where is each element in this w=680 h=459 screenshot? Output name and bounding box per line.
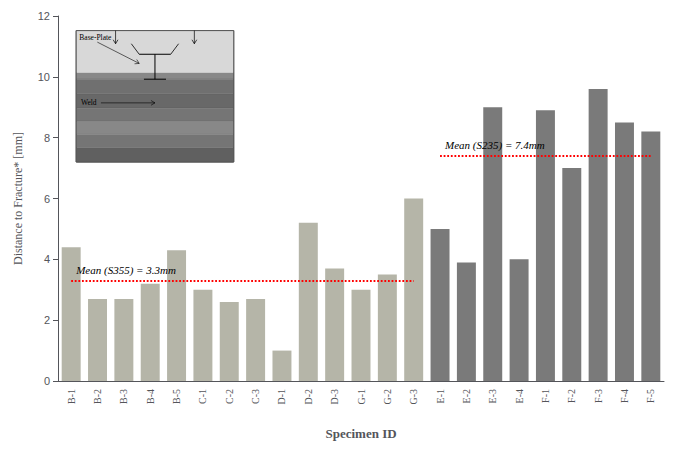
svg-text:D-2: D-2: [303, 389, 314, 405]
svg-text:E-4: E-4: [514, 389, 525, 403]
svg-text:6: 6: [44, 193, 50, 205]
svg-text:8: 8: [44, 132, 50, 144]
svg-text:Base-Plate: Base-Plate: [79, 33, 112, 42]
svg-text:2: 2: [44, 314, 50, 326]
svg-text:4: 4: [44, 253, 50, 265]
svg-text:C-3: C-3: [250, 389, 261, 404]
svg-text:B-4: B-4: [145, 389, 156, 404]
svg-text:12: 12: [38, 10, 50, 22]
svg-text:E-2: E-2: [461, 389, 472, 403]
svg-text:E-3: E-3: [487, 389, 498, 403]
svg-text:F-5: F-5: [645, 389, 656, 403]
svg-text:D-1: D-1: [276, 389, 287, 405]
svg-text:F-2: F-2: [566, 389, 577, 403]
svg-text:B-5: B-5: [171, 389, 182, 404]
svg-text:B-3: B-3: [118, 389, 129, 404]
svg-text:10: 10: [38, 71, 50, 83]
svg-text:G-2: G-2: [382, 389, 393, 405]
svg-text:Mean (S355) = 3.3mm: Mean (S355) = 3.3mm: [75, 264, 176, 277]
svg-text:B-2: B-2: [92, 389, 103, 404]
svg-text:Specimen ID: Specimen ID: [325, 426, 396, 441]
svg-text:C-2: C-2: [224, 389, 235, 404]
svg-text:Mean (S235) = 7.4mm: Mean (S235) = 7.4mm: [444, 139, 545, 152]
svg-text:F-4: F-4: [619, 389, 630, 403]
svg-text:F-1: F-1: [540, 389, 551, 403]
svg-text:E-1: E-1: [435, 389, 446, 403]
svg-text:G-3: G-3: [408, 389, 419, 405]
svg-text:Distance to Fracture* [mm]: Distance to Fracture* [mm]: [11, 132, 25, 265]
svg-text:D-3: D-3: [329, 389, 340, 405]
svg-text:G-1: G-1: [356, 389, 367, 405]
svg-text:Weld: Weld: [81, 98, 97, 107]
svg-text:B-1: B-1: [66, 389, 77, 404]
svg-text:C-1: C-1: [197, 389, 208, 404]
svg-text:F-3: F-3: [593, 389, 604, 403]
svg-text:0: 0: [44, 375, 50, 387]
